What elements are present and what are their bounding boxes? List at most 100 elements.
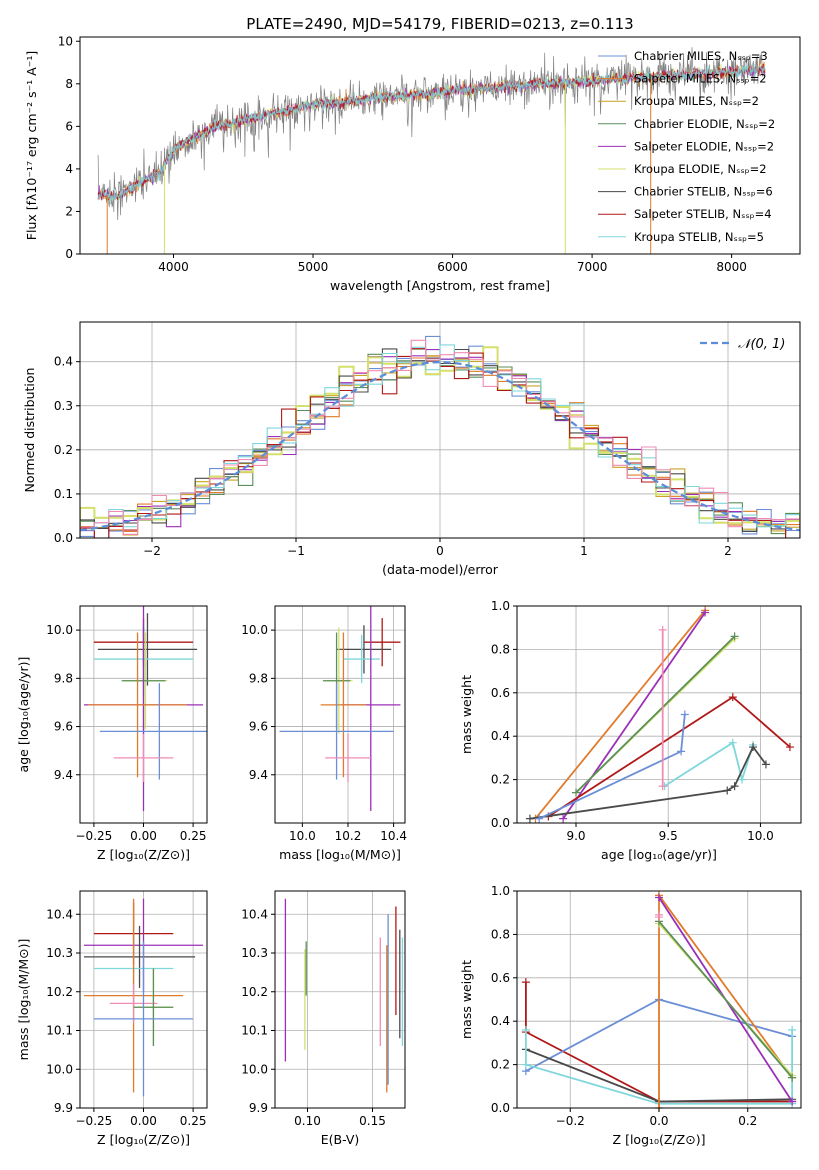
weight-point-marker [761,760,770,769]
x-axis-label: age [log₁₀(age/yr)] [601,847,717,862]
x-tick-label: 0 [436,544,444,558]
weight-point-marker [525,814,534,823]
y-tick-label: 10.2 [46,985,73,999]
y-tick-label: 1.0 [491,599,510,613]
x-axis-label: mass [log₁₀(M/M⊙)] [279,847,401,862]
y-tick-label: 0.2 [54,443,73,457]
histogram-plot-area [80,335,800,538]
mass-vs-EBV-plot-area [284,898,404,1093]
weight-point-marker [723,786,732,795]
x-tick-label: 0.00 [130,1114,157,1128]
x-axis-label: wavelength [Angstrom, rest frame] [330,278,550,293]
weight-point-marker [658,782,667,791]
y-tick-label: 9.9 [54,1101,73,1115]
x-axis-label: Z [log₁₀(Z/Z⊙)] [97,1132,190,1147]
y-axis-label: mass weight [459,675,474,754]
legend-entry: Kroupa STELIB, Nₛₛₚ=5 [634,230,764,244]
gaussian-curve [80,360,800,532]
legend-entry: Salpeter MILES, Nₛₛₚ=2 [634,72,767,86]
x-tick-label: −2 [143,544,161,558]
x-tick-label: −0.25 [76,1114,113,1128]
y-tick-label: 0 [65,247,73,261]
weight-vs-Z-frame: −0.2 0.0 0.2 0.0 0.2 0.4 0.6 0.8 1.0 Z [log₁₀(Z/Z… [459,884,802,1147]
weight-point-marker [521,1060,530,1069]
y-tick-label: 4 [65,162,73,176]
age-vs-Z-frame: −0.25 0.00 0.25 9.4 9.6 9.8 10.0 Z [log₁₀(Z/Z⊙)… [16,605,208,862]
mass-vs-EBV-axes [275,891,405,1109]
weight-point-marker [785,743,794,752]
weight-series-line [525,982,793,1103]
y-tick-label: 0.6 [491,971,510,985]
weight-point-marker [788,1097,797,1106]
spectrum-frame: 4000 5000 6000 7000 8000 0 2 4 6 8 10 wavelength [A… [24,34,801,293]
weight-point-marker [655,893,663,902]
y-tick-label: 0.2 [491,773,510,787]
weight-point-marker [677,747,686,756]
spectrum-model-line [97,63,766,203]
age-vs-mass-frame: 10.0 10.2 10.4 9.4 9.6 9.8 10.0 mass [log₁₀(M/M… [241,605,407,862]
y-tick-label: 9.9 [249,1101,268,1115]
spectrum-plot-area [97,47,766,254]
y-tick-label: 10.4 [46,907,73,921]
y-tick-label: 10.3 [241,946,268,960]
y-tick-label: 9.8 [54,671,73,685]
weight-point-marker [521,1025,530,1034]
plot-frame [274,890,406,1109]
legend-entry: Kroupa ELODIE, Nₛₛₚ=2 [634,162,767,176]
x-tick-label: 7000 [577,260,608,274]
x-tick-label: 0.25 [180,1114,207,1128]
weight-series-line [534,609,706,820]
weight-point-marker [559,814,568,823]
weight-point-marker [658,625,667,634]
y-tick-label: 0.2 [491,1058,510,1072]
histogram-series [80,348,800,538]
x-axis-label: Z [log₁₀(Z/Z⊙)] [613,1132,706,1147]
plot-frame [79,36,801,255]
x-tick-label: 9.5 [659,829,678,843]
weight-vs-age-axes [517,605,801,824]
weight-point-marker [572,788,581,797]
x-tick-label: 9.0 [566,829,585,843]
x-tick-label: 10.2 [335,829,362,843]
legend-entry: Chabrier MILES, Nₛₛₚ=3 [634,49,768,63]
x-tick-label: 5000 [298,260,329,274]
weight-point-marker [701,608,710,617]
y-tick-label: 0.8 [491,927,510,941]
y-axis-label: Normed distribution [22,368,37,493]
weight-point-marker [535,814,544,823]
spectrum-legend: Chabrier MILES, Nₛₛₚ=3 Salpeter MILES, Nₛ… [598,49,775,244]
weight-series-line [562,611,706,820]
weight-vs-age-plot-area [525,606,794,823]
y-tick-label: 10.0 [46,1062,73,1076]
weight-point-marker [749,743,758,752]
legend-entry: Chabrier STELIB, Nₛₛₚ=6 [634,185,773,199]
residuals-frame: −2 −1 0 1 2 0.0 0.1 0.2 0.3 0.4 (data-model)/error… [22,321,801,577]
x-tick-label: 10.0 [289,829,316,843]
y-tick-label: 0.8 [491,642,510,656]
weight-series-line [575,635,736,794]
weight-series-line [664,741,754,787]
weight-point-marker [728,693,737,702]
y-tick-label: 2 [65,204,73,218]
x-tick-label: 0.10 [294,1114,321,1128]
y-tick-label: 1.0 [491,884,510,898]
y-tick-label: 0.4 [54,355,73,369]
x-tick-label: 8000 [716,260,747,274]
legend-entry: Salpeter STELIB, Nₛₛₚ=4 [634,207,772,221]
weight-series-line [658,920,793,1079]
age-vs-mass-axes [275,606,405,823]
x-tick-label: 10.0 [747,829,774,843]
x-tick-label: 2 [724,544,732,558]
legend-entry: Chabrier ELODIE, Nₛₛₚ=2 [634,117,775,131]
x-tick-label: 0.15 [359,1114,386,1128]
y-tick-label: 0.3 [54,399,73,413]
mass-vs-Z-plot-area [83,898,204,1097]
x-axis-label: Z [log₁₀(Z/Z⊙)] [97,847,190,862]
x-axis-label: E(B-V) [321,1132,360,1147]
weight-point-marker [730,782,739,791]
x-tick-label: 1 [580,544,588,558]
y-tick-label: 0.0 [491,816,510,830]
x-tick-label: −0.2 [556,1114,585,1128]
y-tick-label: 10.4 [241,907,268,921]
